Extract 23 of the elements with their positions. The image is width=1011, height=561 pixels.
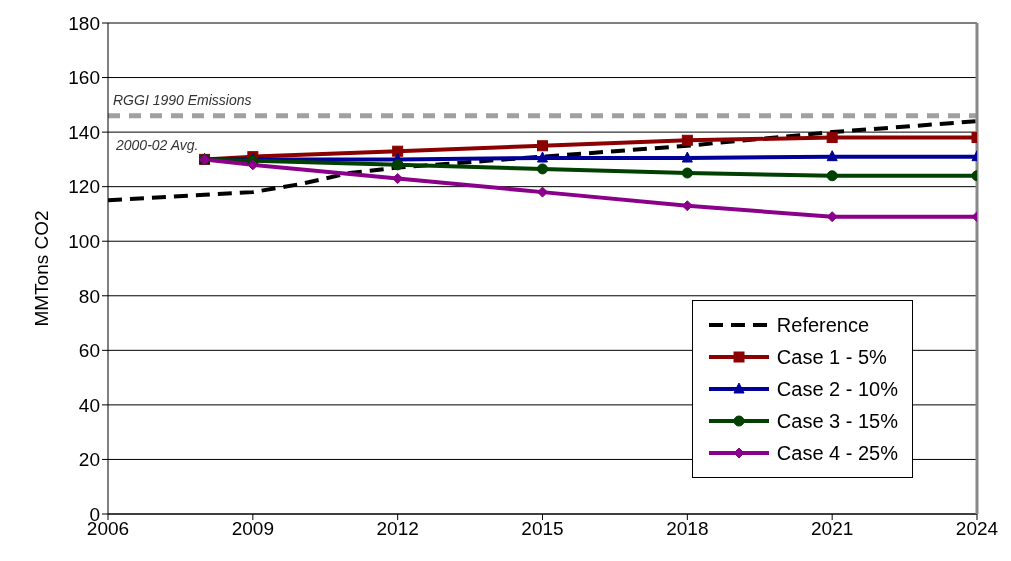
y-axis-title: MMTons CO2 (30, 210, 52, 327)
x-tick-label: 2015 (521, 518, 564, 540)
y-tick-label: 80 (78, 285, 100, 307)
legend-label: Case 4 - 25% (776, 441, 898, 465)
y-tick-label: 120 (68, 176, 100, 198)
x-tick-label: 2012 (376, 518, 419, 540)
y-tick-label: 180 (68, 12, 100, 34)
x-tick-label: 2024 (955, 518, 999, 540)
legend-label: Case 1 - 5% (776, 345, 887, 369)
y-tick-label: 100 (68, 230, 100, 252)
legend-label: Case 3 - 15% (776, 409, 898, 433)
y-tick-label: 160 (68, 67, 100, 89)
y-tick-label: 60 (78, 340, 100, 362)
y-tick-label: 20 (78, 449, 100, 471)
annotation: 2000-02 Avg. (116, 137, 199, 153)
x-tick-label: 2021 (811, 518, 854, 540)
x-tick-label: 2018 (666, 518, 709, 540)
ref-line-label: RGGI 1990 Emissions (113, 91, 252, 108)
y-tick-label: 40 (78, 394, 100, 416)
legend-label: Reference (776, 313, 870, 337)
x-tick-label: 2009 (231, 518, 274, 540)
legend-label: Case 2 - 10% (776, 377, 898, 401)
y-tick-label: 140 (68, 121, 100, 143)
